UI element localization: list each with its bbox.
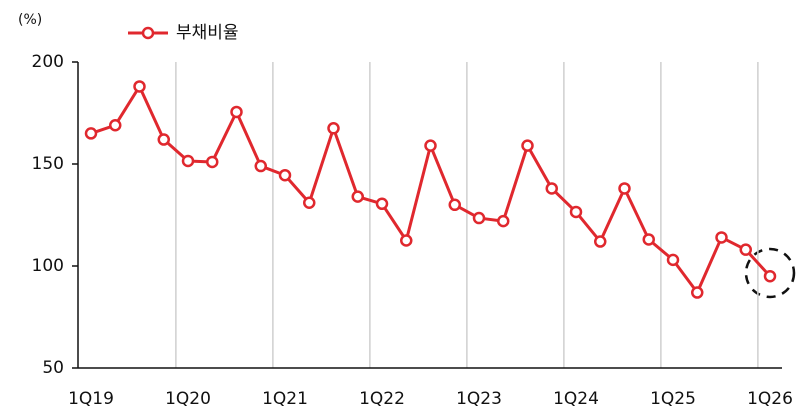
legend-label: 부채비율 (176, 23, 239, 43)
legend-marker (141, 26, 155, 40)
point (181, 154, 195, 168)
point (666, 253, 680, 267)
point (351, 190, 364, 203)
annotation-circle (744, 247, 796, 299)
point (133, 80, 146, 93)
point (569, 205, 583, 219)
x-tick-label: 1Q24 (553, 389, 599, 409)
x-tick-label: 1Q19 (68, 389, 114, 409)
point (109, 118, 122, 132)
x-tick-label: 1Q22 (359, 389, 405, 409)
x-tick-label: 1Q20 (165, 389, 211, 409)
point (642, 233, 655, 246)
x-tick-label: 1Q23 (456, 389, 502, 409)
point (497, 214, 510, 228)
point (84, 127, 98, 140)
point (715, 231, 728, 244)
point (763, 269, 777, 283)
point (157, 133, 170, 146)
point (303, 196, 316, 210)
point (230, 105, 243, 119)
point (327, 122, 340, 135)
point (254, 159, 267, 173)
point (691, 286, 704, 299)
point (448, 198, 461, 212)
point (594, 235, 607, 248)
y-tick-label: 150 (32, 154, 64, 174)
y-tick-label: 50 (42, 358, 64, 378)
x-tick-label: 1Q21 (262, 389, 308, 409)
point (375, 197, 389, 211)
point (278, 168, 292, 182)
point (739, 243, 752, 256)
point (521, 139, 534, 152)
y-tick-label: 200 (32, 52, 64, 72)
point (424, 139, 437, 152)
point (472, 211, 486, 225)
point (545, 182, 558, 195)
highlight-circle (744, 247, 796, 299)
x-tick-label: 1Q26 (747, 389, 793, 409)
y-axis-unit: (%) (18, 12, 42, 28)
point (618, 182, 631, 195)
point (400, 234, 413, 247)
point (206, 155, 219, 169)
y-tick-label: 100 (32, 256, 64, 276)
x-tick-label: 1Q25 (650, 389, 696, 409)
